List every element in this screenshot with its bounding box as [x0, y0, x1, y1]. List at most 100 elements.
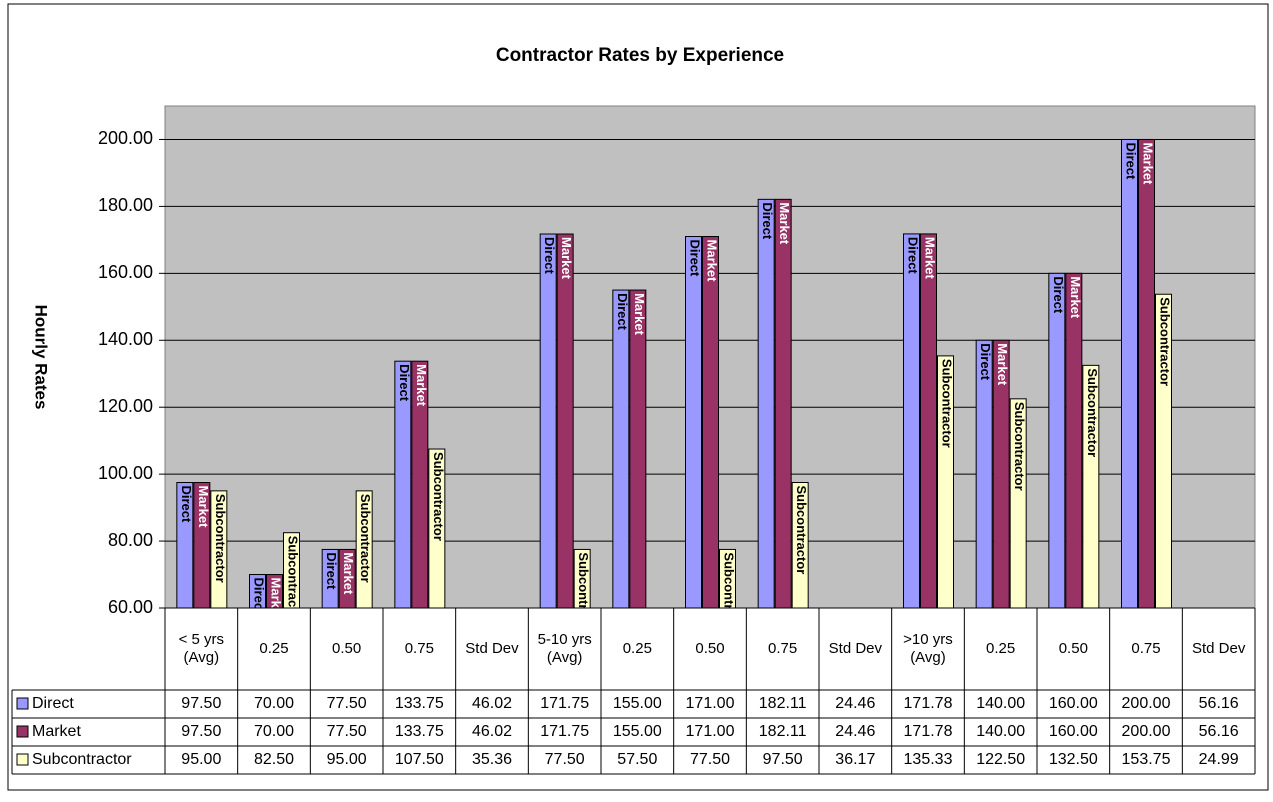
category-cell: 0.75	[768, 640, 798, 657]
category-cell: 0.50	[332, 640, 362, 657]
category-cell: < 5 yrs (Avg)	[178, 631, 225, 666]
bar-label: Subcontractor	[1012, 402, 1027, 491]
bar	[757, 198, 775, 608]
bar-label: Market	[705, 240, 720, 283]
bar	[903, 233, 920, 608]
table-value: 133.75	[395, 695, 444, 712]
bar-label: Subcontractor	[794, 486, 809, 575]
legend-label: Direct	[32, 695, 74, 712]
table-value: 153.75	[1122, 751, 1171, 768]
x-tick-label: 0.25	[986, 640, 1016, 657]
category-cell: 0.25	[986, 640, 1016, 657]
table-value: 46.02	[472, 695, 512, 712]
table-value: 46.02	[472, 723, 512, 740]
table-value: 56.16	[1199, 695, 1239, 712]
table-value: 97.50	[181, 723, 221, 740]
bar	[556, 233, 574, 608]
category-cell: 0.75	[404, 640, 434, 657]
bar	[1065, 272, 1083, 608]
bar-label: Direct	[542, 237, 557, 275]
table-value: 182.11	[759, 695, 807, 712]
bar	[685, 236, 702, 608]
table-value: 160.00	[1049, 723, 1098, 740]
bars: Direct Direct Direct Direct Direct Direct Dire…	[176, 138, 1173, 641]
y-tick-label: 60.00	[108, 597, 153, 617]
x-tick-label: >10 yrs (Avg)	[903, 631, 953, 666]
bar-label: Direct	[324, 552, 339, 590]
bar-label: Market	[1068, 276, 1083, 319]
y-tick-label: 160.00	[98, 262, 153, 282]
table-value: 182.11	[759, 723, 807, 740]
table-value: 171.78	[904, 723, 953, 740]
table-value: 24.46	[835, 723, 875, 740]
bar	[1009, 398, 1027, 608]
x-tick-label: Std Dev	[1191, 640, 1246, 657]
bar-label: Subcontractor	[722, 552, 737, 641]
bar-label: Market	[777, 202, 792, 245]
x-tick-label: 0.75	[768, 640, 798, 657]
table-value: 24.46	[835, 695, 875, 712]
bar	[774, 198, 792, 608]
bar	[1155, 293, 1172, 608]
x-tick-label: 0.50	[695, 640, 725, 657]
bar	[283, 532, 300, 608]
table-value: 171.75	[540, 723, 589, 740]
legend-key	[16, 725, 29, 738]
bar-label: Market	[559, 237, 574, 280]
bar-label: Subcontractor	[940, 359, 955, 448]
table-value: 56.16	[1199, 723, 1239, 740]
bar-label: Market	[341, 552, 356, 595]
bar-label: Direct	[252, 578, 267, 616]
bar-label: Market	[269, 578, 284, 621]
legend-key	[16, 697, 29, 710]
bar	[176, 482, 194, 608]
bar	[1048, 272, 1066, 608]
table-value: 97.50	[181, 695, 221, 712]
category-cell: 0.50	[1059, 640, 1088, 657]
bar-label: Market	[1141, 142, 1156, 185]
bar-label: Direct	[397, 364, 412, 402]
legend-key	[16, 753, 29, 766]
table-value: 171.78	[904, 695, 953, 712]
bar-label: Market	[196, 486, 211, 529]
table-value: 57.50	[617, 751, 657, 768]
y-tick-label: 80.00	[108, 530, 153, 550]
bar	[1138, 138, 1155, 608]
x-tick-label: Std Dev	[828, 640, 882, 657]
table-value: 140.00	[976, 723, 1025, 740]
x-tick-label: 0.25	[622, 640, 652, 657]
x-tick-label: 0.50	[332, 640, 362, 657]
table-value: 200.00	[1122, 695, 1171, 712]
category-cell: 0.75	[1131, 640, 1160, 657]
table-value: 77.50	[327, 695, 367, 712]
x-tick-label: < 5 yrs (Avg)	[178, 631, 225, 666]
table-value: 122.50	[976, 751, 1025, 768]
y-tick-label: 180.00	[98, 195, 153, 215]
bar	[629, 289, 647, 608]
bar-label: Direct	[179, 486, 194, 524]
legend-label: Market	[32, 723, 81, 740]
table-value: 200.00	[1122, 723, 1171, 740]
bar	[992, 339, 1010, 608]
bar-label: Direct	[906, 237, 921, 275]
bar-label: Subcontractor	[576, 552, 591, 641]
bar-label: Market	[414, 364, 429, 407]
table-value: 132.50	[1049, 751, 1098, 768]
bar-label: Direct	[1051, 276, 1066, 314]
bar	[573, 548, 591, 608]
category-cell: Std Dev	[1191, 640, 1246, 657]
bar	[193, 482, 211, 608]
x-tick-label: 0.75	[404, 640, 434, 657]
bar	[791, 482, 809, 608]
table-value: 140.00	[976, 695, 1025, 712]
table-value: 36.17	[835, 751, 875, 768]
chart-title: Contractor Rates by Experience	[496, 45, 784, 66]
bar	[338, 548, 356, 608]
x-tick-label: 0.25	[259, 640, 289, 657]
bar-label: Market	[632, 293, 647, 336]
bar-label: Subcontractor	[213, 494, 228, 583]
bar-label: Market	[995, 343, 1010, 386]
table-value: 35.36	[472, 751, 512, 768]
table-value: 133.75	[395, 723, 444, 740]
